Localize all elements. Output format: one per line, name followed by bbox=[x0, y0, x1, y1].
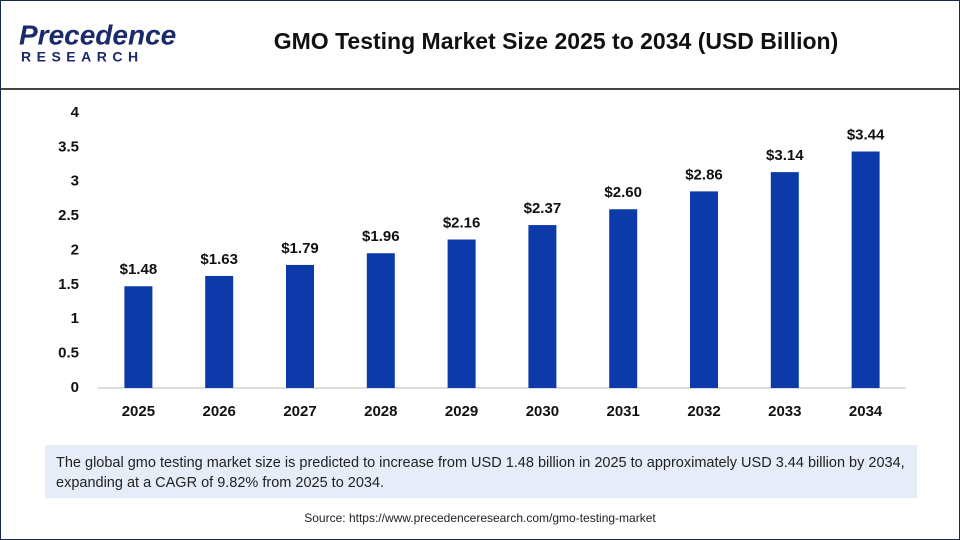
value-label: $1.48 bbox=[120, 261, 158, 278]
bar bbox=[770, 172, 799, 388]
x-tick-label: 2034 bbox=[849, 403, 883, 420]
bar bbox=[205, 275, 234, 388]
caption: The global gmo testing market size is pr… bbox=[45, 445, 917, 498]
bar bbox=[690, 191, 718, 388]
chart-title: GMO Testing Market Size 2025 to 2034 (US… bbox=[274, 28, 839, 54]
value-label: $2.37 bbox=[524, 200, 562, 217]
bar bbox=[366, 253, 395, 388]
bar bbox=[286, 264, 314, 388]
x-tick-label: 2032 bbox=[687, 403, 720, 420]
x-tick-label: 2025 bbox=[122, 403, 155, 420]
value-label: $3.14 bbox=[766, 147, 804, 164]
value-label: $1.79 bbox=[281, 240, 319, 257]
x-tick-label: 2033 bbox=[768, 403, 801, 420]
bar bbox=[124, 286, 153, 388]
value-label: $2.86 bbox=[685, 166, 723, 183]
y-tick-label: 0.5 bbox=[58, 345, 79, 362]
x-tick-label: 2029 bbox=[445, 403, 478, 420]
y-tick-label: 4 bbox=[71, 104, 80, 121]
logo-tagline: RESEARCH bbox=[21, 49, 144, 65]
y-tick-label: 2 bbox=[71, 241, 79, 258]
y-tick-label: 2.5 bbox=[58, 207, 79, 224]
x-tick-label: 2031 bbox=[607, 403, 640, 420]
y-tick-label: 0 bbox=[71, 379, 79, 396]
bar bbox=[447, 239, 476, 388]
source: Source: https://www.precedenceresearch.c… bbox=[304, 511, 656, 525]
value-label: $3.44 bbox=[847, 126, 885, 143]
bar bbox=[851, 151, 880, 388]
value-label: $1.63 bbox=[200, 251, 238, 268]
y-tick-label: 3.5 bbox=[58, 138, 79, 155]
x-tick-label: 2028 bbox=[364, 403, 397, 420]
value-label: $1.96 bbox=[362, 228, 400, 245]
x-tick-label: 2030 bbox=[526, 403, 559, 420]
bar bbox=[528, 225, 557, 388]
logo-name: Precedence bbox=[19, 19, 176, 50]
y-tick-label: 1.5 bbox=[58, 276, 79, 293]
y-tick-label: 3 bbox=[71, 173, 79, 190]
y-tick-label: 1 bbox=[71, 310, 79, 327]
value-label: $2.16 bbox=[443, 214, 481, 231]
x-tick-label: 2026 bbox=[203, 403, 236, 420]
value-label: $2.60 bbox=[604, 184, 642, 201]
bar bbox=[609, 209, 638, 388]
x-tick-label: 2027 bbox=[283, 403, 316, 420]
